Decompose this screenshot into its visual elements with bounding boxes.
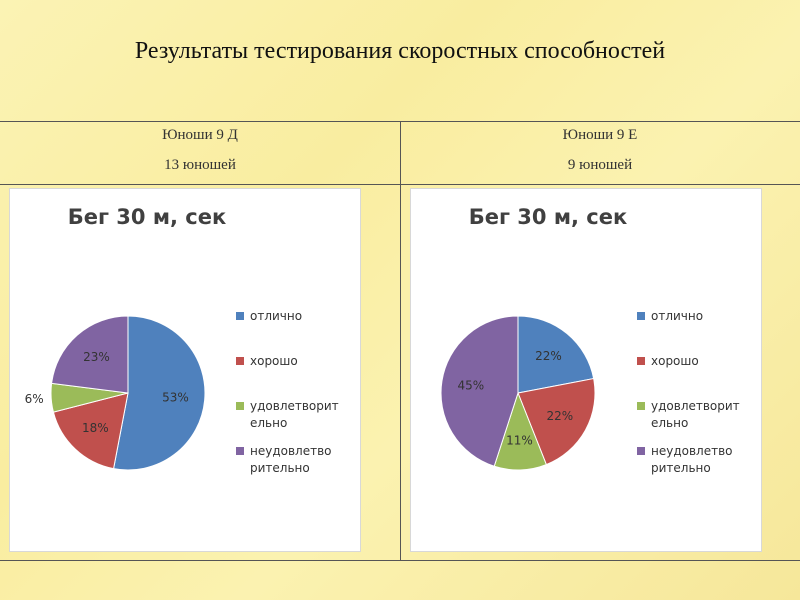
slice-data-label: 53% xyxy=(162,391,189,405)
pie-slice xyxy=(112,315,206,471)
legend-entry: отлично xyxy=(637,309,703,323)
legend-swatch xyxy=(236,312,244,320)
legend-swatch xyxy=(637,312,645,320)
legend-label: хорошо xyxy=(250,354,298,368)
pie-chart-svg: Бег 30 м, сек 22% 22% 11% 45% отлично хорошо уд… xyxy=(440,205,740,475)
legend-label: хорошо xyxy=(651,354,699,368)
legend-label: неудовлетво xyxy=(651,444,733,458)
pie-chart-svg: Бег 30 м, сек 53% 18% 6% 23% отлично хорошо удо… xyxy=(25,205,339,475)
pie-slice xyxy=(52,392,129,470)
legend-entry: удовлетворит ельно xyxy=(637,399,740,430)
chart-title: Бег 30 м, сек xyxy=(68,205,226,229)
slide-title: Результаты тестирования скоростных спосо… xyxy=(134,38,666,64)
legend-entry: удовлетворит ельно xyxy=(236,399,339,430)
legend-label: отлично xyxy=(250,309,302,323)
legend-label: рительно xyxy=(651,461,711,475)
legend-entry: хорошо xyxy=(236,354,298,368)
slice-data-label: 22% xyxy=(546,409,573,423)
slice-data-label: 23% xyxy=(83,350,110,364)
legend-label: отлично xyxy=(651,309,703,323)
slice-data-label: 6% xyxy=(25,392,44,406)
table-column-divider xyxy=(400,121,401,561)
slice-data-label: 22% xyxy=(535,349,562,363)
legend-label: ельно xyxy=(651,416,688,430)
group-count: 13 юношей xyxy=(164,157,236,173)
pie-chart-left: Бег 30 м, сек 53% 18% 6% 23% отлично хорошо удо… xyxy=(9,188,361,552)
legend-swatch xyxy=(637,402,645,410)
legend-entry: неудовлетво рительно xyxy=(637,444,733,475)
pie-chart-right: Бег 30 м, сек 22% 22% 11% 45% отлично хорошо уд… xyxy=(410,188,762,552)
legend-label: удовлетворит xyxy=(250,399,339,413)
legend-label: неудовлетво xyxy=(250,444,332,458)
group-name: Юноши 9 Д xyxy=(162,127,238,143)
legend-swatch xyxy=(236,447,244,455)
legend-label: удовлетворит xyxy=(651,399,740,413)
legend-swatch xyxy=(236,357,244,365)
legend-entry: отлично xyxy=(236,309,302,323)
legend-entry: хорошо xyxy=(637,354,699,368)
pie-slice xyxy=(51,315,129,394)
pie-slice xyxy=(440,315,519,467)
legend-swatch xyxy=(236,402,244,410)
legend-entry: неудовлетво рительно xyxy=(236,444,332,475)
legend-label: ельно xyxy=(250,416,287,430)
group-name: Юноши 9 Е xyxy=(562,127,638,143)
chart-title: Бег 30 м, сек xyxy=(469,205,627,229)
legend-label: рительно xyxy=(250,461,310,475)
slice-data-label: 18% xyxy=(82,421,109,435)
slice-data-label: 45% xyxy=(457,379,484,393)
pie-slice xyxy=(517,315,595,394)
legend-swatch xyxy=(637,447,645,455)
legend-swatch xyxy=(637,357,645,365)
pie-slice xyxy=(517,377,596,466)
group-count: 9 юношей xyxy=(567,157,633,173)
slice-data-label: 11% xyxy=(506,434,533,448)
